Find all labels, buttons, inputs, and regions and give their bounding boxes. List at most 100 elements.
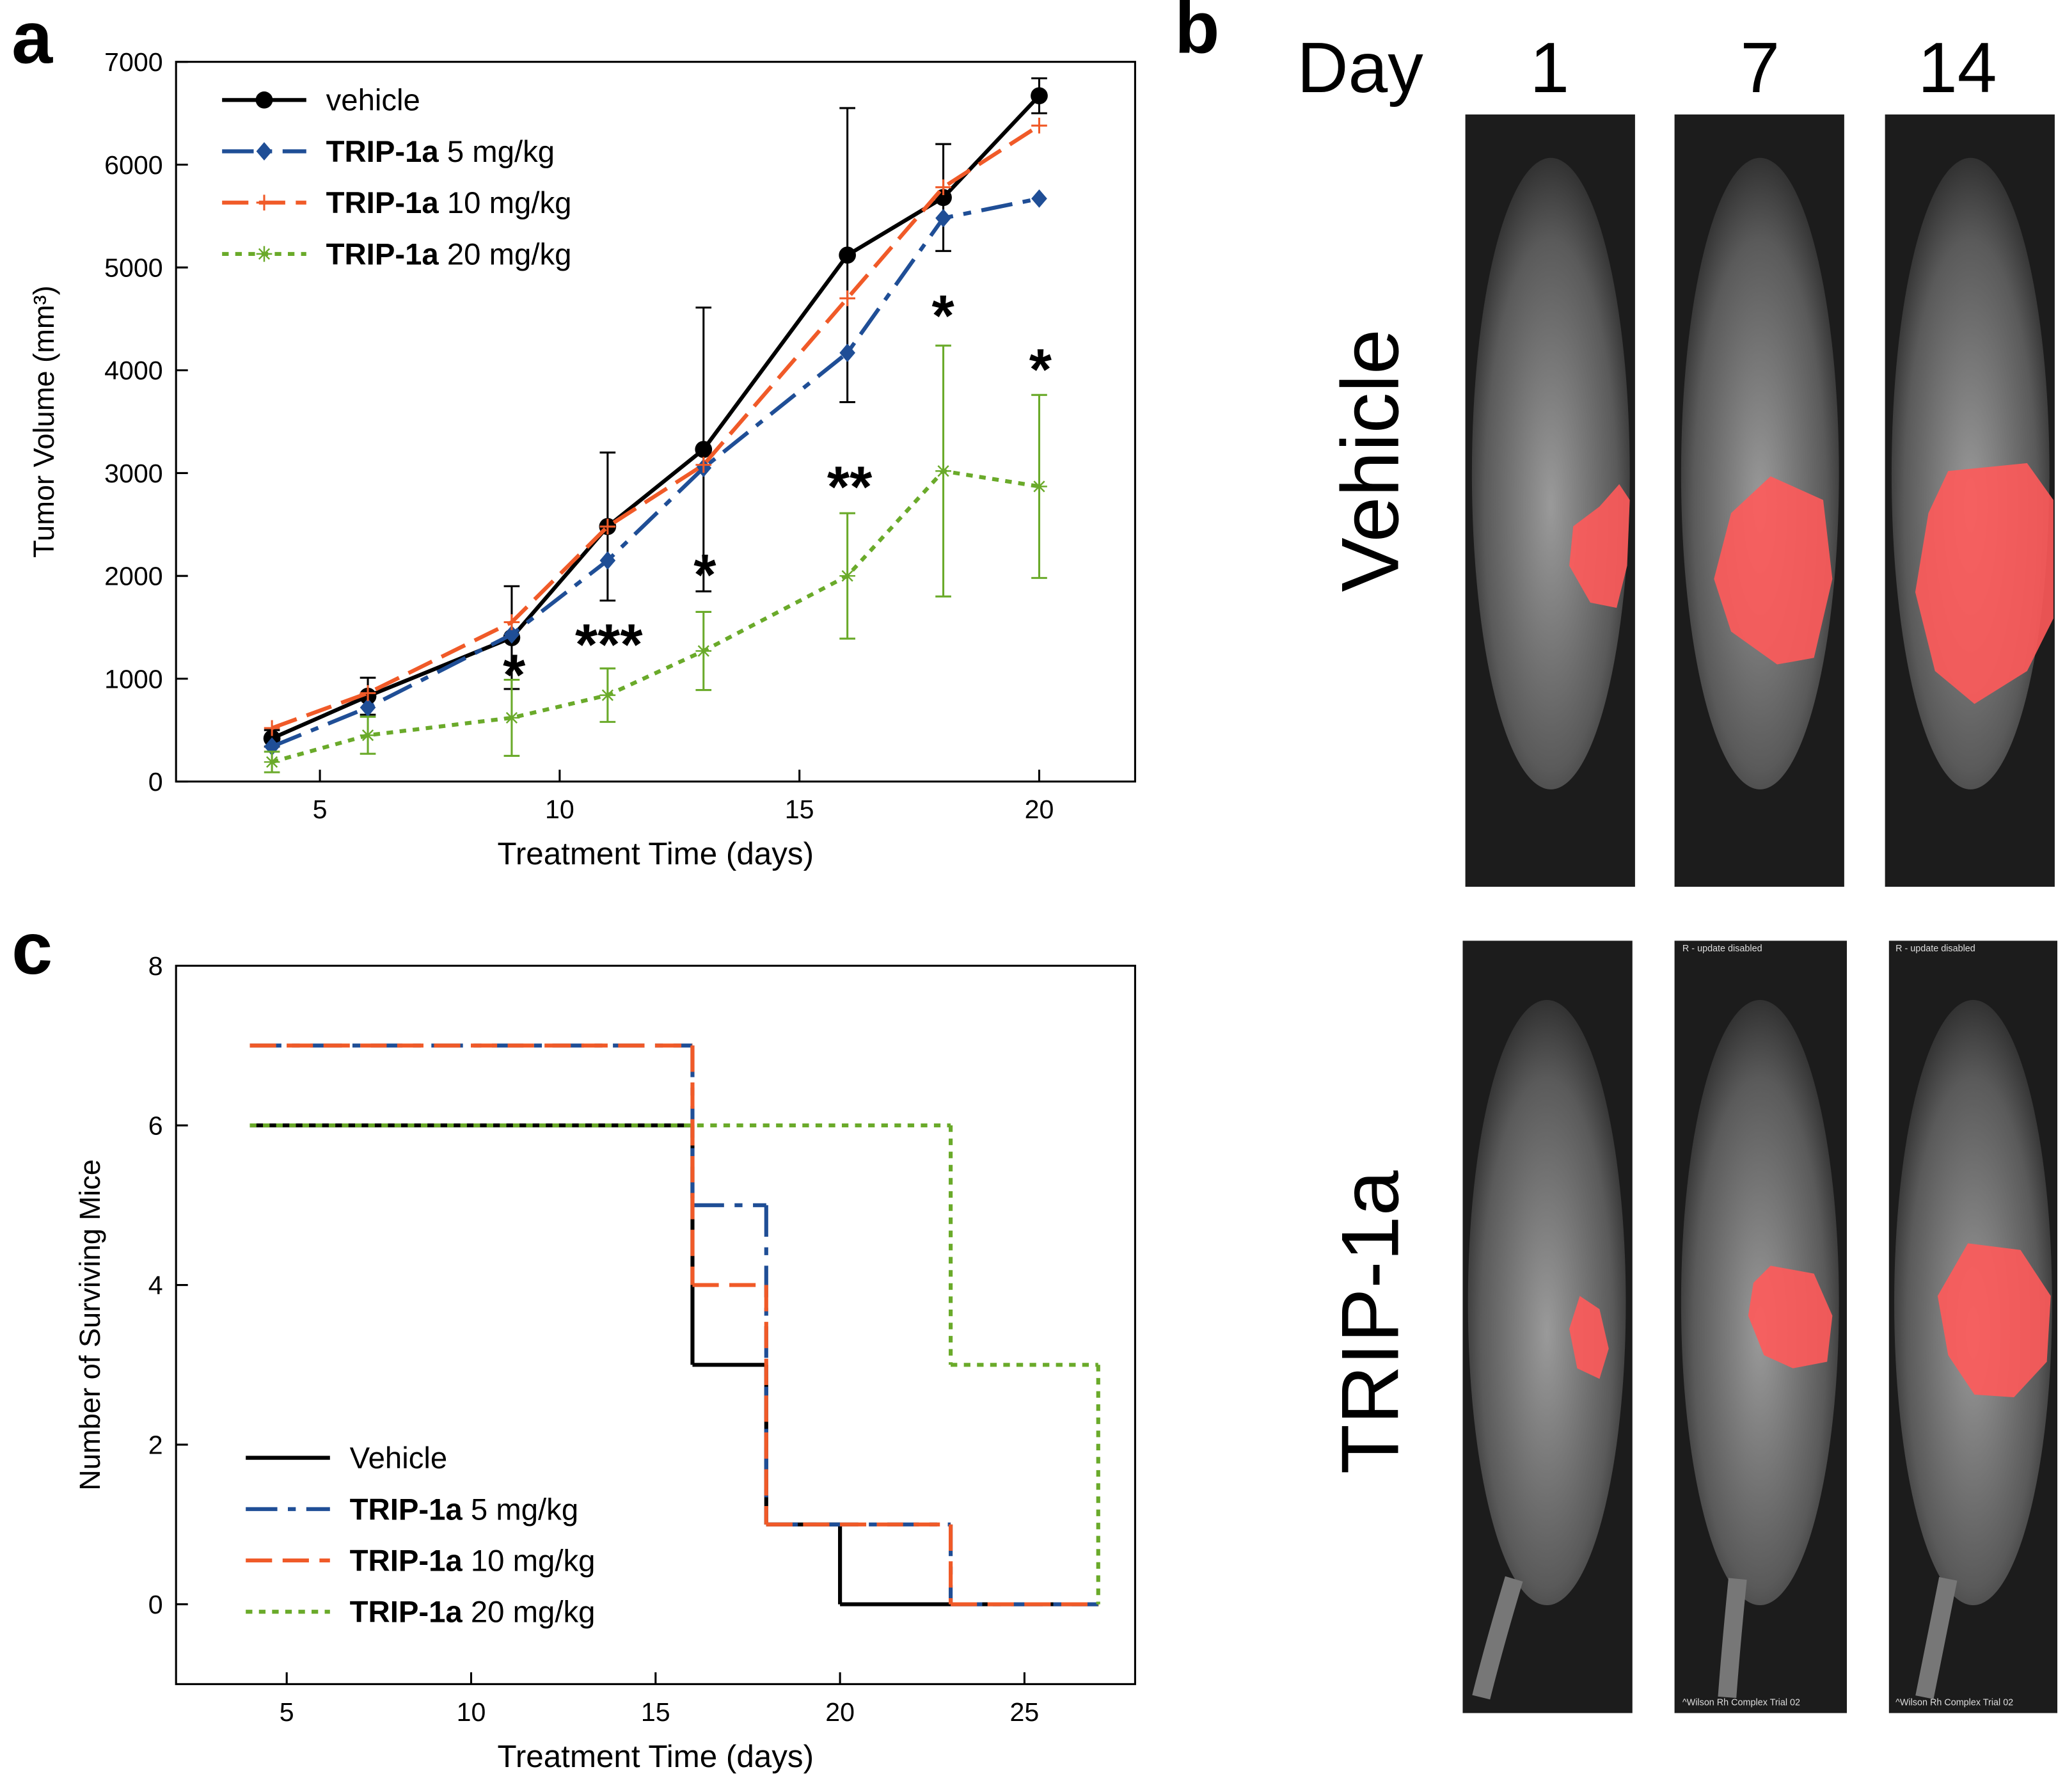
- marker: [256, 194, 273, 211]
- marker: [695, 441, 713, 458]
- marker: [935, 209, 951, 228]
- chart: 0 2 4 6 8 5 10 15 20 25 Treatment Time (days) Numbe…: [74, 951, 1136, 1774]
- y-tick-label: 1000: [104, 664, 163, 694]
- marker: [935, 463, 951, 479]
- marker: [1031, 479, 1047, 495]
- marker: [599, 518, 616, 535]
- tumor: [1937, 1243, 2051, 1398]
- marker: [256, 142, 273, 161]
- tumor: [1748, 1265, 1833, 1368]
- tail: [1915, 1577, 1958, 1699]
- tail: [1472, 1576, 1523, 1700]
- mouse: [1681, 157, 1839, 789]
- series-line: [271, 196, 1040, 749]
- x-tick-label: 20: [825, 1697, 855, 1727]
- y-tick-label: 2000: [104, 562, 163, 591]
- y-tick-label: 0: [148, 767, 163, 797]
- x-tick-label: 10: [545, 795, 574, 824]
- x-tick-label: 25: [1010, 1697, 1040, 1727]
- chart: 0 1000 2000 3000 4000 5000 6000 7000 5 10 15 20 Trea…: [28, 47, 1136, 871]
- overlay-text: R - update disabled: [1895, 944, 1975, 954]
- marker: [839, 246, 857, 264]
- marker: [695, 457, 712, 473]
- y-tick-label: 6: [148, 1111, 163, 1140]
- x-axis-label: Treatment Time (days): [498, 1739, 814, 1774]
- x-tick-label: 10: [457, 1697, 486, 1727]
- annotation: *: [503, 643, 526, 708]
- legend-label: TRIP-1a 20 mg/kg: [350, 1596, 596, 1629]
- legend-label: TRIP-1a 5 mg/kg: [350, 1493, 578, 1526]
- tumor: [1569, 1296, 1609, 1379]
- x-tick-label: 5: [280, 1697, 294, 1727]
- annotation: *: [932, 283, 955, 348]
- legend-label: TRIP-1a 10 mg/kg: [326, 186, 572, 220]
- y-tick-label: 8: [148, 951, 163, 981]
- marker: [264, 720, 280, 736]
- annotation: *: [1029, 338, 1052, 402]
- plot-frame: [175, 61, 1136, 783]
- day: 14: [1918, 28, 1997, 107]
- legend-label: TRIP-1a 5 mg/kg: [326, 135, 555, 169]
- marker: [360, 685, 376, 701]
- annotation: ***: [575, 613, 643, 678]
- marker: [1031, 117, 1047, 134]
- y-tick-label: 6000: [104, 150, 163, 180]
- overlay-text: ^Wilson Rh Complex Trial 02: [1895, 1697, 2013, 1708]
- day-label: Day: [1297, 28, 1423, 107]
- plot-frame: [175, 964, 1136, 1685]
- y-tick-label: 7000: [104, 47, 163, 77]
- tumor: [1714, 476, 1833, 665]
- annotation: *: [693, 543, 716, 608]
- x-tick-label: 15: [641, 1697, 670, 1727]
- marker: [1031, 189, 1047, 208]
- y-axis-label: Tumor Volume (mm³): [28, 285, 60, 558]
- panel-b: Day 1 7 14 Vehicle TRIP-1a: [1297, 28, 2058, 1713]
- panel-label: a: [12, 0, 53, 79]
- marker: [1031, 87, 1048, 105]
- y-tick-label: 5000: [104, 253, 163, 282]
- marker: [256, 246, 273, 262]
- marker: [695, 643, 712, 659]
- marker: [503, 625, 520, 644]
- legend-label: vehicle: [326, 84, 420, 118]
- day: 7: [1740, 28, 1780, 107]
- tumor: [1569, 484, 1630, 608]
- overlay-text: ^Wilson Rh Complex Trial 02: [1682, 1697, 1800, 1708]
- series-line: [271, 123, 1041, 730]
- marker: [599, 551, 616, 570]
- y-tick-label: 2: [148, 1430, 163, 1459]
- panel-label: c: [12, 908, 52, 990]
- marker: [839, 290, 855, 306]
- y-axis-label: Number of Surviving Mice: [74, 1159, 106, 1491]
- mouse: [1471, 157, 1630, 789]
- tail: [1718, 1578, 1747, 1699]
- x-tick-label: 15: [785, 795, 814, 824]
- x-axis-label: Treatment Time (days): [498, 836, 814, 871]
- annotation: **: [827, 455, 873, 519]
- series-line: [271, 468, 1040, 765]
- mouse: [1468, 999, 1626, 1605]
- y-tick-label: 3000: [104, 459, 163, 488]
- mri-images: R - update disabled R - update disabled …: [1462, 114, 2058, 1713]
- marker: [503, 614, 520, 630]
- marker: [503, 710, 520, 726]
- marker: [264, 754, 280, 770]
- row-label: Vehicle: [1325, 329, 1416, 592]
- marker: [360, 698, 376, 717]
- legend-label: TRIP-1a 20 mg/kg: [326, 237, 572, 271]
- marker: [839, 567, 855, 584]
- x-tick-label: 20: [1025, 795, 1054, 824]
- y-tick-label: 0: [148, 1590, 163, 1619]
- panel-label: b: [1175, 0, 1219, 68]
- marker: [360, 727, 376, 743]
- legend-label: Vehicle: [350, 1441, 448, 1475]
- y-tick-label: 4: [148, 1271, 163, 1300]
- tumor: [1915, 463, 2053, 704]
- marker: [935, 179, 951, 196]
- row-label: TRIP-1a: [1325, 1170, 1416, 1474]
- y-tick-label: 4000: [104, 356, 163, 385]
- x-tick-label: 5: [313, 795, 328, 824]
- marker: [839, 344, 855, 362]
